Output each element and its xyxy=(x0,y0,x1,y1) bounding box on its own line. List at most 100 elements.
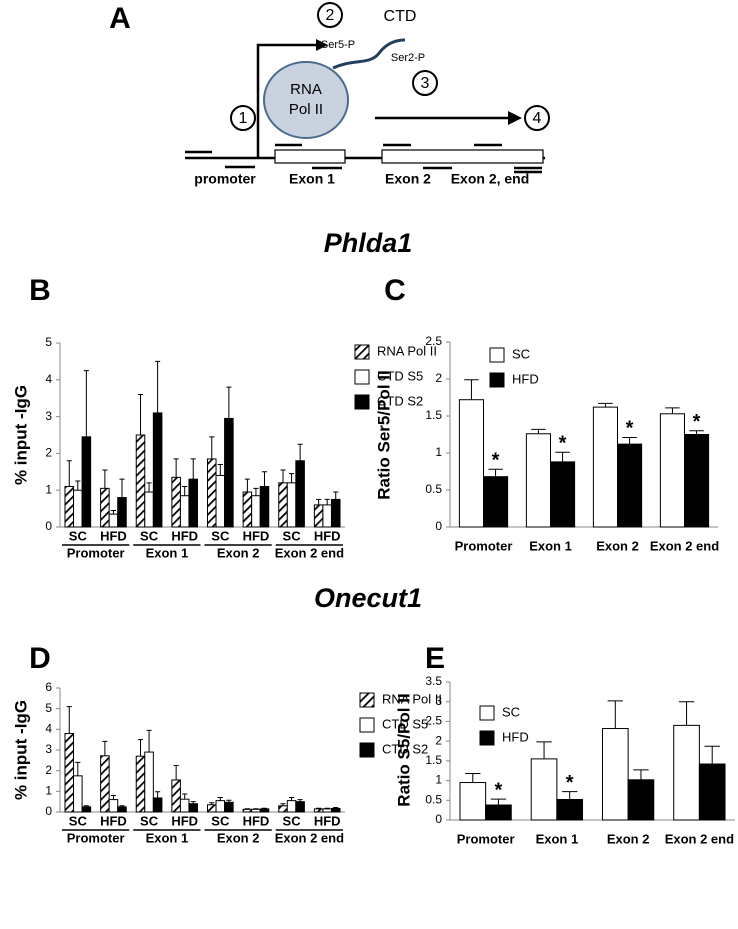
error-bar xyxy=(83,370,89,437)
x-tick-label: HFD xyxy=(100,528,127,543)
section-title: Phlda1 xyxy=(324,228,413,258)
y-tick-label: 5 xyxy=(45,335,52,349)
x-tick-label: Exon 1 xyxy=(529,538,572,553)
bar xyxy=(322,504,332,528)
error-bar xyxy=(333,491,339,500)
legend-label: HFD xyxy=(512,371,539,386)
bar xyxy=(659,413,686,528)
bar xyxy=(224,417,234,528)
error-bar xyxy=(324,498,330,505)
y-tick-label: 6 xyxy=(45,680,52,694)
group-label: Exon 2 xyxy=(217,545,260,560)
bar xyxy=(135,434,146,528)
significance: * xyxy=(492,450,500,472)
significance: * xyxy=(559,433,567,455)
legend-swatch xyxy=(354,344,370,360)
bar xyxy=(458,399,485,528)
bar xyxy=(286,482,297,528)
legend-swatch xyxy=(359,692,375,708)
pol-ii xyxy=(263,61,349,139)
error-bar xyxy=(155,791,161,798)
bar xyxy=(188,803,199,813)
error-bar xyxy=(83,805,89,807)
legend-swatch xyxy=(354,394,370,410)
bar xyxy=(259,808,270,813)
error-bar xyxy=(217,797,223,801)
bar xyxy=(330,498,341,528)
error-bar xyxy=(146,729,152,753)
bar xyxy=(224,801,234,813)
legend-label: CTD S2 xyxy=(382,741,428,756)
error-bar xyxy=(333,806,339,809)
x-tick-label: Exon 2 end xyxy=(665,831,734,846)
bar xyxy=(330,807,341,813)
x-tick-label: SC xyxy=(69,813,88,828)
y-tick-label: 4 xyxy=(45,372,52,386)
bar xyxy=(100,755,110,813)
error-bar xyxy=(622,436,637,445)
bar xyxy=(485,804,512,821)
bar xyxy=(117,806,127,813)
x-tick-label: Promoter xyxy=(455,538,513,553)
bar xyxy=(188,478,199,528)
y-tick-label: 2 xyxy=(435,733,442,747)
bar xyxy=(251,495,261,528)
significance: * xyxy=(495,779,503,801)
error-bar xyxy=(137,739,144,757)
legend-swatch xyxy=(479,730,495,746)
x-tick-label: HFD xyxy=(314,813,341,828)
primers xyxy=(185,143,542,174)
y-tick-label: 1 xyxy=(435,445,442,459)
bar xyxy=(278,482,288,528)
bar xyxy=(215,800,226,813)
bar xyxy=(286,800,297,813)
y-tick-label: 5 xyxy=(45,701,52,715)
y-tick-label: 3.5 xyxy=(425,674,442,688)
bar xyxy=(684,434,710,528)
x-tick-label: Exon 2 end xyxy=(650,538,719,553)
error-bar xyxy=(633,769,649,780)
x-tick-label: SC xyxy=(211,528,230,543)
step-circles xyxy=(230,2,550,131)
y-tick-label: 1 xyxy=(45,482,52,496)
y-tick-label: 0 xyxy=(45,804,52,818)
bar xyxy=(152,797,163,813)
bar xyxy=(242,808,253,813)
panel-label: D xyxy=(29,642,51,675)
error-bar xyxy=(704,745,720,765)
y-tick-label: 1.5 xyxy=(425,753,442,767)
error-bar xyxy=(75,480,81,491)
bar xyxy=(627,779,655,821)
y-tick-label: 3 xyxy=(45,409,52,423)
bar xyxy=(278,805,288,813)
error-bar xyxy=(316,807,322,809)
legend-swatch xyxy=(489,347,505,363)
region-label: Exon 1 xyxy=(289,171,335,187)
bar xyxy=(144,751,154,813)
error-bar xyxy=(288,797,295,801)
y-tick-label: 2 xyxy=(45,446,52,460)
error-bar xyxy=(562,791,578,800)
y-axis-label: Ratio Ser5/Pol II xyxy=(374,370,393,499)
bar xyxy=(64,486,75,528)
bar xyxy=(206,804,217,813)
error-bar xyxy=(261,807,268,809)
x-tick-label: SC xyxy=(140,813,159,828)
error-bar xyxy=(137,394,144,435)
error-bar xyxy=(536,741,552,759)
error-bar xyxy=(244,478,250,493)
ctd-label: CTD xyxy=(384,8,417,25)
chart: E Ratio S5/Pol II 0 0.5 1 1.5 2 2.5 3 3.5 Promoter… xyxy=(394,642,735,846)
y-axis-label: % input -IgG xyxy=(11,385,30,485)
error-bar xyxy=(102,469,108,489)
ctd-tail xyxy=(332,38,406,70)
panel-label: A xyxy=(109,2,131,35)
bar xyxy=(64,732,75,813)
legend-label: CTD S5 xyxy=(382,716,428,731)
bar xyxy=(601,728,629,821)
legend-label: SC xyxy=(512,346,530,361)
legend-swatch xyxy=(354,369,370,385)
bar xyxy=(530,758,558,821)
y-tick-label: 1 xyxy=(435,773,442,787)
bar xyxy=(206,458,217,528)
